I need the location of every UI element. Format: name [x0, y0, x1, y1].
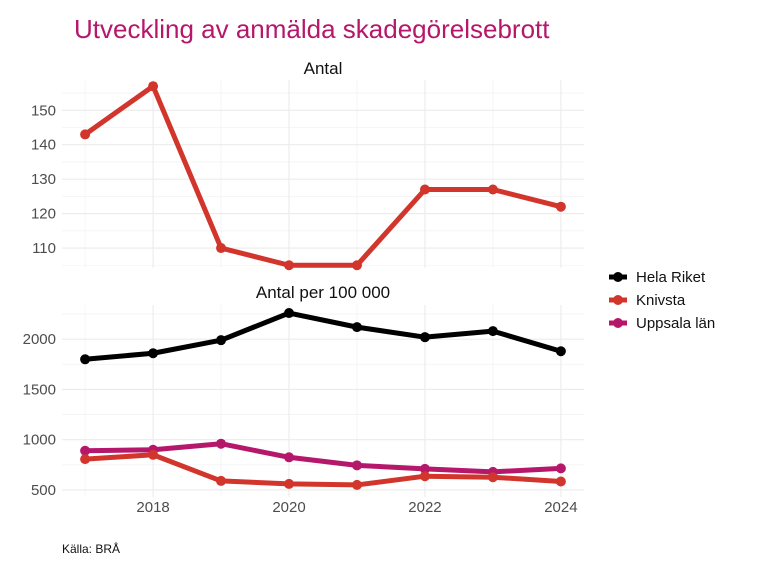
- panel-title: Antal: [304, 59, 343, 78]
- data-point: [80, 445, 91, 456]
- data-point: [216, 475, 227, 486]
- series-uppsala-l-n: [80, 438, 566, 477]
- y-tick-label: 120: [31, 206, 56, 223]
- series-line: [82, 83, 564, 268]
- data-point: [216, 243, 227, 254]
- data-point: [80, 454, 91, 465]
- series-knivsta: [80, 449, 566, 490]
- legend-item: Knivsta: [609, 292, 686, 309]
- data-point: [351, 322, 362, 333]
- series-line: [82, 452, 564, 488]
- data-point: [487, 184, 498, 195]
- data-point: [284, 260, 295, 271]
- panel-1: Antal 110 120 130 140 150: [31, 59, 584, 271]
- x-tick-label: 2020: [272, 499, 305, 516]
- series-knivsta: [80, 81, 566, 271]
- panel-2: Antal per 100 000 500 1000 1500 2000: [23, 283, 584, 499]
- data-point: [80, 129, 91, 140]
- data-point: [487, 472, 498, 483]
- data-point: [284, 452, 295, 463]
- legend-label: Hela Riket: [636, 269, 706, 286]
- series-line: [82, 310, 564, 362]
- caption: Källa: BRÅ: [62, 541, 120, 556]
- data-point: [148, 81, 159, 92]
- x-tick-label: 2024: [544, 499, 577, 516]
- chart-title: Utveckling av anmälda skadegörelsebrott: [74, 14, 550, 44]
- legend-label: Uppsala län: [636, 315, 715, 332]
- data-point: [148, 348, 159, 359]
- data-point: [351, 460, 362, 471]
- y-tick-label: 2000: [23, 331, 56, 348]
- legend-item: Hela Riket: [609, 269, 706, 286]
- legend-label: Knivsta: [636, 292, 686, 309]
- panels: Antal 110 120 130 140 150 Antal per 100 000 500…: [23, 59, 584, 516]
- data-point: [555, 476, 566, 487]
- legend: Hela Riket Knivsta Uppsala län: [609, 269, 715, 332]
- data-point: [351, 479, 362, 490]
- data-point: [216, 335, 227, 346]
- data-point: [555, 463, 566, 474]
- y-tick-label: 130: [31, 171, 56, 188]
- y-tick-label: 1500: [23, 381, 56, 398]
- data-point: [284, 478, 295, 489]
- legend-item: Uppsala län: [609, 315, 715, 332]
- legend-key-point: [613, 272, 623, 282]
- x-tick-label: 2018: [136, 499, 169, 516]
- legend-key-point: [613, 295, 623, 305]
- panel-title: Antal per 100 000: [256, 283, 390, 302]
- data-point: [148, 449, 159, 460]
- y-tick-label: 500: [31, 482, 56, 499]
- data-point: [216, 438, 227, 449]
- series-hela-riket: [80, 308, 566, 365]
- y-tick-label: 110: [32, 240, 56, 257]
- y-tick-label: 140: [31, 137, 56, 154]
- data-point: [80, 354, 91, 365]
- y-tick-label: 1000: [23, 432, 56, 449]
- data-point: [351, 260, 362, 271]
- series-line: [82, 441, 564, 475]
- data-point: [419, 184, 430, 195]
- legend-key-point: [613, 318, 623, 328]
- data-point: [555, 346, 566, 357]
- y-tick-label: 150: [31, 102, 56, 119]
- x-tick-label: 2022: [408, 499, 441, 516]
- data-point: [419, 463, 430, 474]
- data-point: [487, 326, 498, 337]
- data-point: [284, 308, 295, 319]
- data-point: [555, 201, 566, 212]
- x-axis: 2018 2020 2022 2024: [136, 499, 577, 516]
- data-point: [419, 471, 430, 482]
- data-point: [419, 332, 430, 343]
